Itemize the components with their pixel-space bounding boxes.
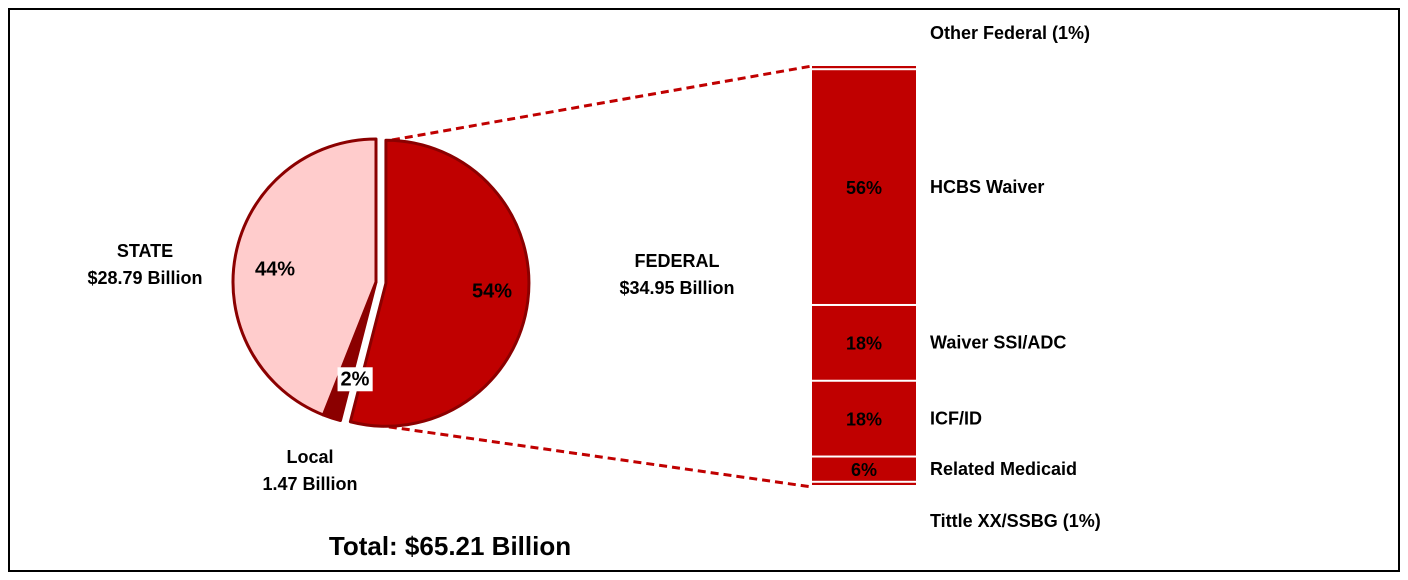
bar-value-label: 18% [846, 334, 882, 354]
bar-category: Waiver SSI/ADC [930, 333, 1066, 353]
connector [391, 64, 813, 142]
pie-slice [348, 138, 531, 428]
bar-value-label: 18% [846, 409, 882, 429]
slice-label: 44% [255, 258, 295, 280]
total-note: Total: $65.21 Billion [329, 531, 571, 561]
bar-segment [812, 305, 916, 380]
bar-value-label: 56% [846, 178, 882, 198]
bar-category: ICF/ID [930, 408, 982, 428]
category-amount: $34.95 Billion [619, 278, 734, 298]
bar-segment [812, 482, 916, 485]
bar-category: Other Federal (1%) [930, 23, 1090, 43]
bar-category: Related Medicaid [930, 459, 1077, 479]
pie-slice [231, 137, 378, 417]
slice-label: 2% [341, 368, 370, 390]
category-label: Local [286, 447, 333, 467]
bar-segment [812, 66, 916, 69]
slice-label: 54% [472, 280, 512, 302]
bar-category: Tittle XX/SSBG (1%) [930, 511, 1101, 531]
category-label: STATE [117, 241, 173, 261]
bar-value-label: 6% [851, 460, 877, 480]
category-amount: $28.79 Billion [87, 268, 202, 288]
category-label: FEDERAL [635, 251, 720, 271]
bar-category: HCBS Waiver [930, 177, 1044, 197]
bar-segment [812, 381, 916, 456]
connector [375, 423, 813, 489]
bar-segment [812, 457, 916, 481]
label-bg [337, 367, 373, 392]
bar-segment [812, 70, 916, 304]
category-amount: 1.47 Billion [262, 474, 357, 494]
